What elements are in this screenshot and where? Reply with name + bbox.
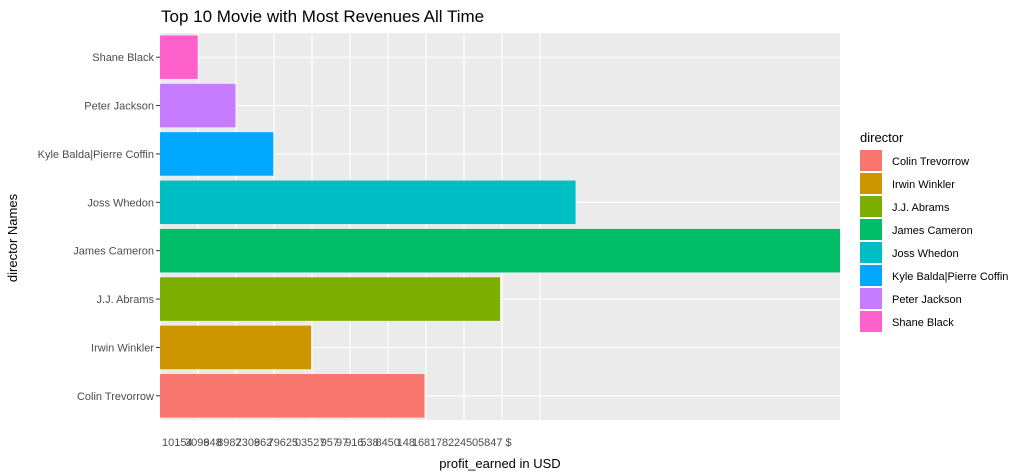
x-tick-label: 6: [280, 437, 286, 449]
bar: [160, 374, 425, 418]
legend-label: Colin Trevorrow: [892, 156, 969, 168]
x-tick-label: 4: [460, 437, 466, 449]
bar: [160, 277, 500, 321]
y-axis-ticks: Colin Trevorrow Irwin Winkler J.J. Abrams J…: [38, 52, 160, 403]
x-tick-label: 9: [321, 437, 327, 449]
x-tick-label: 48: [403, 437, 415, 449]
x-tick-label: 527: [307, 437, 325, 449]
x-tick-label: 3098: [185, 437, 209, 449]
legend-key: [860, 242, 882, 263]
x-tick-label: 2: [454, 437, 460, 449]
x-tick-label: 1: [412, 437, 418, 449]
bars: [160, 35, 840, 418]
legend-label: James Cameron: [892, 225, 973, 237]
x-tick-label: 5: [466, 437, 472, 449]
legend-label: Irwin Winkler: [892, 179, 955, 191]
x-axis-title: profit_earned in USD: [439, 456, 560, 471]
x-tick-label: 0: [472, 437, 478, 449]
bar: [160, 325, 312, 370]
x-tick-label: 57: [327, 437, 339, 449]
y-tick-label: James Cameron: [73, 246, 154, 258]
x-tick-label: 7: [436, 437, 442, 449]
legend-label: Shane Black: [892, 317, 954, 329]
legend-key: [860, 219, 882, 240]
x-tick-label: 4: [382, 437, 388, 449]
x-tick-label: 38: [366, 437, 378, 449]
x-tick-label: 8982: [217, 437, 241, 449]
y-tick-label: Colin Trevorrow: [77, 391, 154, 403]
x-tick-label: 25: [286, 437, 298, 449]
x-tick-label: 2: [448, 437, 454, 449]
x-tick-label: 7: [268, 437, 274, 449]
legend-key: [860, 311, 882, 332]
y-tick-label: Shane Black: [92, 52, 154, 64]
y-tick-label: Irwin Winkler: [91, 342, 154, 354]
bar: [160, 180, 576, 225]
x-tick-label: 8: [424, 437, 430, 449]
x-tick-label: 0: [295, 437, 301, 449]
legend-key: [860, 196, 882, 217]
x-tick-label: 97: [336, 437, 348, 449]
x-tick-label: 3: [301, 437, 307, 449]
y-tick-label: J.J. Abrams: [97, 294, 155, 306]
legend-label: Joss Whedon: [892, 248, 959, 260]
x-tick-label: 16: [351, 437, 363, 449]
legend-label: J.J. Abrams: [892, 202, 950, 214]
x-tick-label: 1: [397, 437, 403, 449]
legend-label: Peter Jackson: [892, 294, 962, 306]
legend-title: director: [860, 130, 904, 145]
legend-key: [860, 173, 882, 194]
x-tick-label: 10154: [162, 437, 193, 449]
x-tick-label: 862: [254, 437, 272, 449]
bar: [160, 228, 840, 273]
legend: director Colin Trevorrow Irwin Winkler J.J…: [860, 130, 1008, 332]
legend-key: [860, 288, 882, 309]
chart-title: Top 10 Movie with Most Revenues All Time: [161, 7, 484, 26]
y-tick-label: Kyle Balda|Pierre Coffin: [38, 149, 154, 161]
legend-key: [860, 265, 882, 286]
x-tick-label: 5: [360, 437, 366, 449]
x-tick-label: 9: [274, 437, 280, 449]
legend-label: Kyle Balda|Pierre Coffin: [892, 271, 1008, 283]
x-tick-label: 6: [418, 437, 424, 449]
x-tick-label: 8: [442, 437, 448, 449]
x-tick-label: 50: [388, 437, 400, 449]
x-tick-label: 5847 $: [478, 437, 512, 449]
y-axis-title: director Names: [5, 193, 20, 282]
x-tick-label: 7309: [236, 437, 260, 449]
x-tick-label: 9: [345, 437, 351, 449]
x-tick-label: 8: [376, 437, 382, 449]
y-tick-label: Joss Whedon: [87, 197, 154, 209]
bar: [160, 35, 198, 79]
bar: [160, 132, 274, 176]
x-tick-label: 948: [203, 437, 221, 449]
x-tick-label: 1: [430, 437, 436, 449]
y-tick-label: Peter Jackson: [84, 101, 154, 113]
legend-key: [860, 150, 882, 171]
bar: [160, 83, 236, 128]
